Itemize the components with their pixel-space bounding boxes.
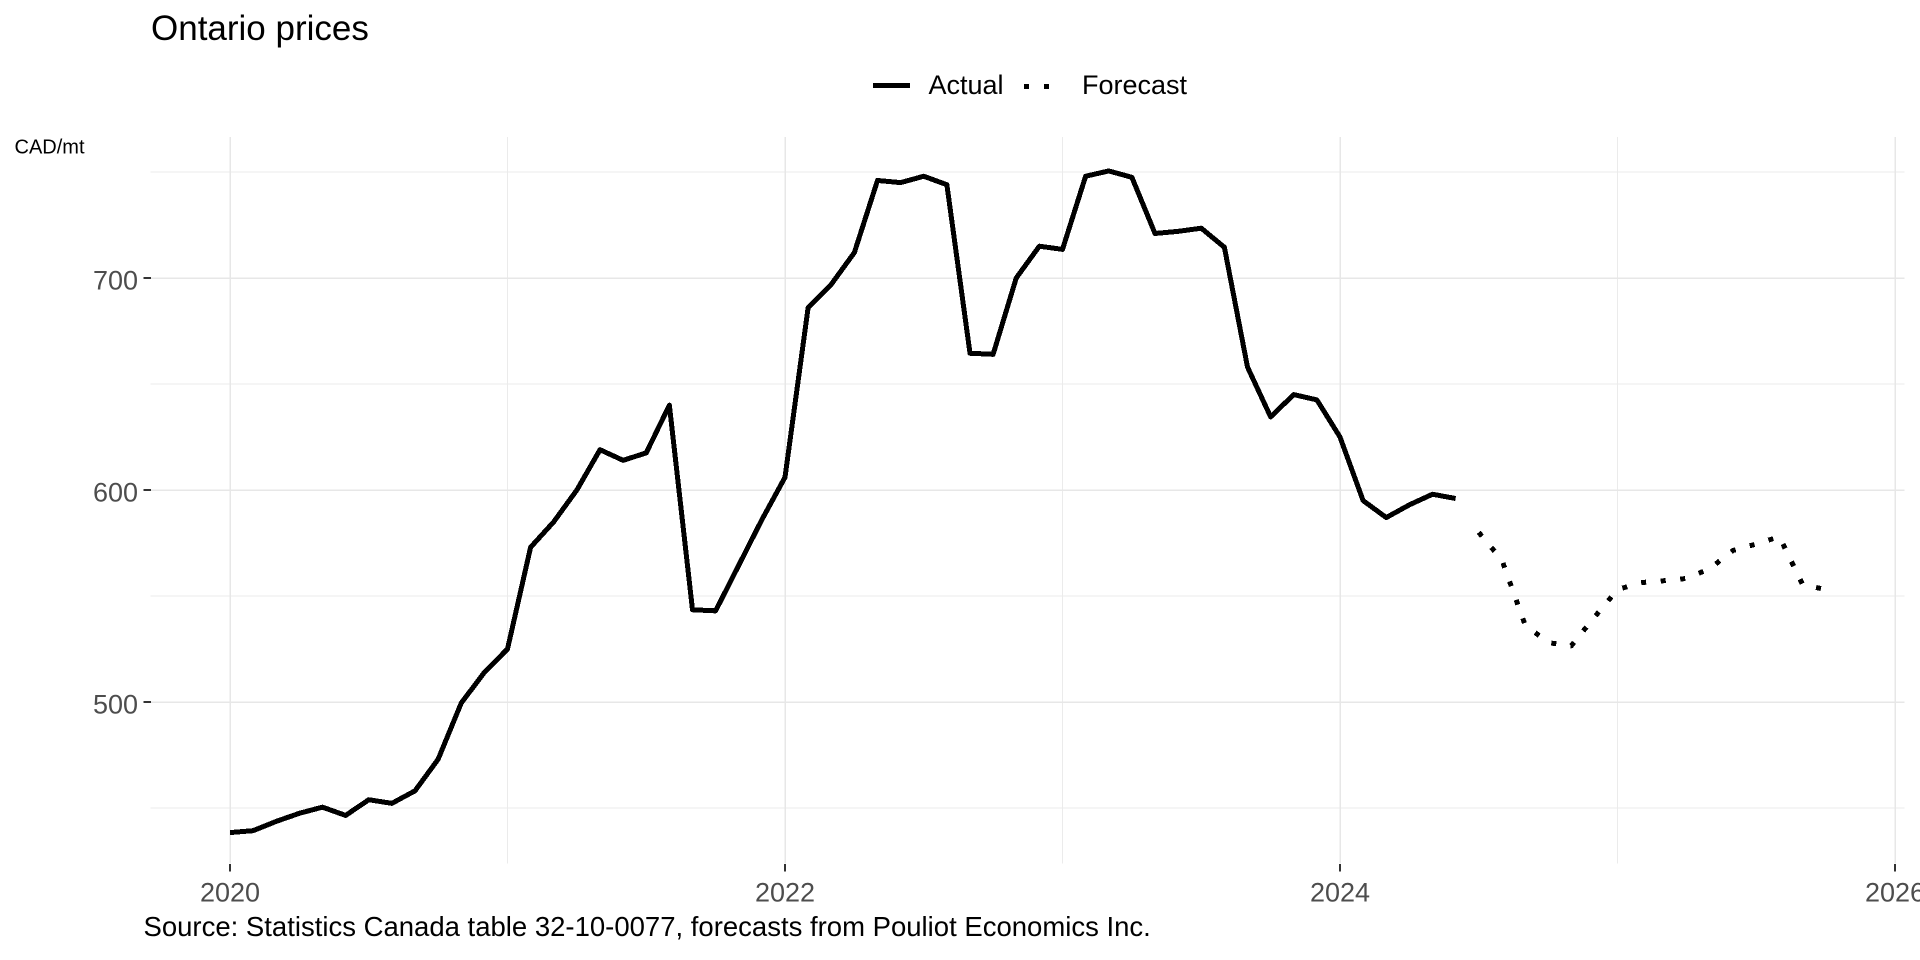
svg-text:600: 600 xyxy=(93,477,138,507)
svg-text:2026: 2026 xyxy=(1865,878,1920,908)
svg-text:Ontario prices: Ontario prices xyxy=(151,9,369,48)
svg-text:2022: 2022 xyxy=(755,878,815,908)
svg-text:2024: 2024 xyxy=(1310,878,1370,908)
svg-text:500: 500 xyxy=(93,689,138,719)
svg-text:Forecast: Forecast xyxy=(1082,70,1188,100)
svg-text:Source: Statistics Canada tabl: Source: Statistics Canada table 32-10-00… xyxy=(144,911,1151,942)
svg-text:Actual: Actual xyxy=(929,70,1004,100)
svg-text:CAD/mt: CAD/mt xyxy=(15,137,85,159)
svg-text:2020: 2020 xyxy=(200,878,260,908)
svg-text:700: 700 xyxy=(93,265,138,295)
